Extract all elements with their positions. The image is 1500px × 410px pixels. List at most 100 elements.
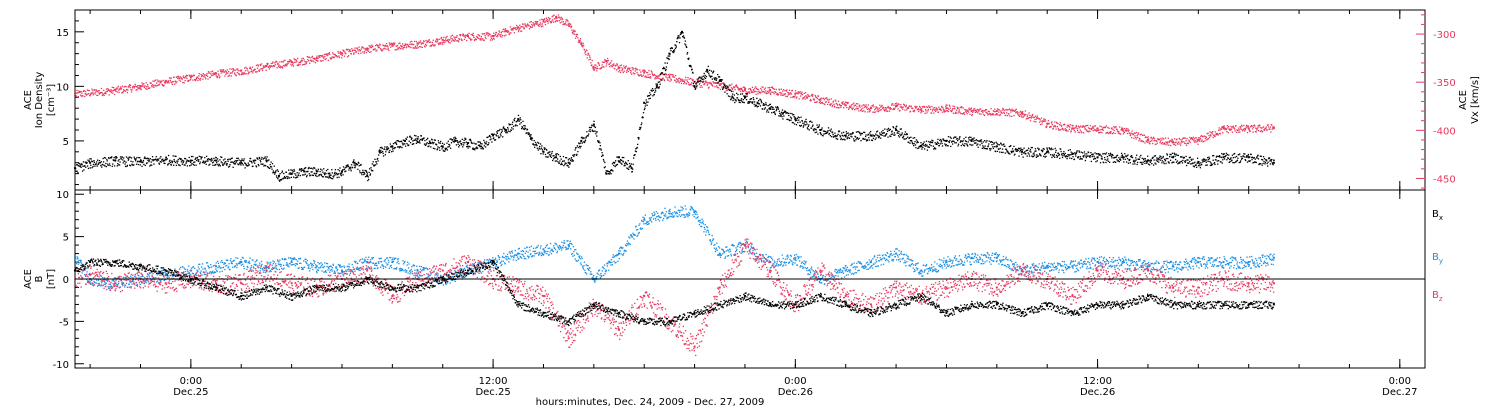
ion-density-series-point: [378, 150, 381, 153]
vx-series-dot: [724, 86, 727, 88]
ion-density-series-dot: [123, 157, 125, 159]
ion-density-series-dot: [385, 149, 387, 151]
vx-series-dot: [1180, 142, 1182, 144]
vx-series-dot: [124, 85, 126, 88]
vx-series-dot: [261, 68, 263, 70]
vx-series-dot: [1179, 138, 1181, 141]
vx-series-dot: [1190, 137, 1192, 140]
vx-series-dot: [86, 93, 88, 95]
ion-density-series-dot: [455, 144, 458, 146]
vx-series-dot: [743, 86, 745, 88]
vx-series-dot: [541, 18, 543, 21]
ion-density-series-dot: [1065, 156, 1067, 158]
vx-series-dot: [123, 89, 125, 91]
ion-density-series-dot: [293, 170, 296, 172]
vx-series-dot: [640, 71, 642, 73]
ion-density-series-dot: [517, 120, 519, 122]
ion-density-series-dot: [393, 147, 395, 149]
vx-series-dot: [1162, 143, 1164, 145]
ion-density-series-dot: [511, 123, 513, 125]
vx-series-dot: [450, 37, 452, 39]
ion-density-series-dot: [966, 144, 968, 146]
vx-series-dot: [646, 71, 648, 74]
vx-series-dot: [961, 106, 963, 108]
ion-density-series-dot: [118, 164, 120, 166]
ion-density-series-dot: [596, 131, 598, 133]
ion-density-series-dot: [416, 140, 418, 143]
ion-density-series-dot: [389, 149, 391, 152]
vx-series-dot: [317, 57, 320, 59]
vx-series-dot: [286, 65, 288, 67]
vx-series-dot: [787, 94, 789, 96]
vx-series-dot: [793, 96, 796, 98]
vx-series-dot: [607, 59, 610, 62]
ion-density-series-dot: [666, 62, 669, 64]
vx-series-dot: [536, 23, 538, 25]
ion-density-series-dot: [600, 149, 602, 151]
ion-density-series-dot: [892, 127, 895, 129]
ion-density-series-dot: [878, 135, 880, 138]
ion-density-series-dot: [976, 144, 978, 146]
ion-density-series-dot: [708, 69, 711, 71]
vx-series-dot: [748, 88, 750, 90]
ion-density-series-dot: [1064, 152, 1066, 155]
ion-density-series-dot: [1022, 156, 1024, 158]
ion-density-series-dot: [824, 130, 826, 133]
vx-series-dot: [401, 45, 403, 48]
vx-series-dot: [158, 80, 160, 82]
ion-density-series-dot: [699, 80, 702, 82]
vx-series-dot: [464, 36, 467, 39]
vx-series-dot: [1031, 114, 1033, 117]
vx-series-dot: [281, 61, 283, 63]
ion-density-series-dot: [787, 118, 789, 121]
vx-series-dot: [313, 57, 315, 59]
vx-series-dot: [160, 82, 162, 84]
vx-series-dot: [1114, 127, 1116, 129]
ion-density-series-dot: [1002, 151, 1004, 154]
vx-series-dot: [856, 108, 858, 110]
ion-density-series-dot: [906, 133, 908, 136]
vx-series-dot: [586, 57, 588, 59]
ion-density-series-dot: [399, 140, 401, 143]
ion-density-series-dot: [864, 131, 866, 134]
vx-series-dot: [816, 101, 818, 103]
vx-series-dot: [477, 37, 479, 39]
vx-series-dot: [200, 77, 202, 80]
vx-series-dot: [547, 17, 550, 19]
vx-series-dot: [561, 18, 564, 21]
ion-density-series-dot: [1062, 152, 1065, 155]
ion-density-series-dot: [406, 136, 409, 138]
ion-density-series-dot: [1044, 152, 1047, 155]
vx-series-dot: [1196, 141, 1198, 143]
ion-density-series-dot: [265, 165, 267, 167]
vx-series-dot: [171, 82, 173, 84]
ion-density-series-dot: [662, 67, 664, 70]
vx-series-dot: [76, 89, 78, 92]
vx-series-dot: [529, 21, 531, 23]
vx-series: [74, 14, 1275, 147]
ion-density-series-dot: [803, 125, 805, 127]
ion-density-series-dot: [534, 141, 537, 144]
ion-density-series-dot: [144, 156, 146, 158]
ion-density-series-dot: [758, 103, 761, 105]
vx-series-dot: [1055, 121, 1058, 124]
ion-density-series-dot: [260, 158, 263, 160]
ion-density-series-dot: [602, 158, 605, 161]
ion-density-series-dot: [485, 146, 487, 148]
ion-density-series-dot: [948, 141, 950, 143]
vx-series-dot: [270, 62, 272, 65]
vx-series-dot: [1084, 128, 1086, 130]
vx-series-dot: [94, 89, 96, 91]
ion-density-series-dot: [752, 97, 754, 99]
vx-series-dot: [1033, 116, 1035, 118]
vx-series-dot: [1178, 141, 1180, 143]
ion-density-series-dot: [613, 164, 615, 167]
vx-series-dot: [1179, 143, 1181, 145]
vx-series-dot: [943, 111, 946, 113]
ion-density-series-dot: [1033, 155, 1035, 157]
ion-density-series-dot: [915, 139, 918, 141]
vx-series-dot: [706, 83, 709, 86]
vx-series-dot: [802, 98, 804, 100]
vx-series-dot: [363, 52, 365, 54]
ion-density-series-point: [303, 170, 306, 173]
